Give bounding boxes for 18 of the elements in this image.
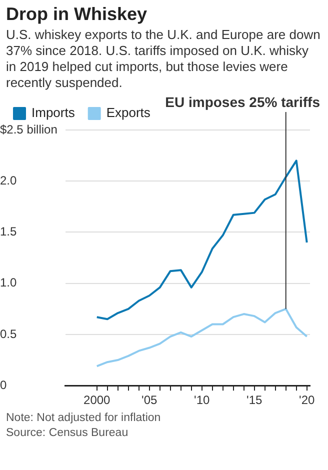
legend-label: Exports xyxy=(106,105,151,120)
x-tick-label: '05 xyxy=(142,393,158,408)
x-tick-label: '20 xyxy=(299,393,315,408)
y-tick-label: 0 xyxy=(0,378,7,392)
source-note: Source: Census Bureau xyxy=(6,426,130,441)
x-tick-label: '15 xyxy=(246,393,262,408)
x-tick-label: '10 xyxy=(194,393,210,408)
x-tick-label: 2000 xyxy=(84,393,111,408)
y-tick-label: 1.0 xyxy=(0,276,18,290)
chart-title: Drop in Whiskey xyxy=(6,4,148,25)
y-tick-label: $2.5 billion xyxy=(0,122,58,136)
chart-subtitle: U.S. whiskey exports to the U.K. and Europe are down 37% since 2018. U.S. tariffs imposed on U.K. whisky in 2019 helped cut imports, but those levies were recently suspended. xyxy=(6,27,322,91)
text: Note: Not adjusted for inflation xyxy=(6,411,162,426)
y-tick-label: 2.0 xyxy=(0,173,18,188)
y-tick-label: 1.5 xyxy=(0,224,18,239)
y-tick-label: 0.5 xyxy=(0,326,18,341)
legend-label: Imports xyxy=(32,105,76,120)
ref-line-label: EU imposes 25% tariffs xyxy=(165,94,320,110)
